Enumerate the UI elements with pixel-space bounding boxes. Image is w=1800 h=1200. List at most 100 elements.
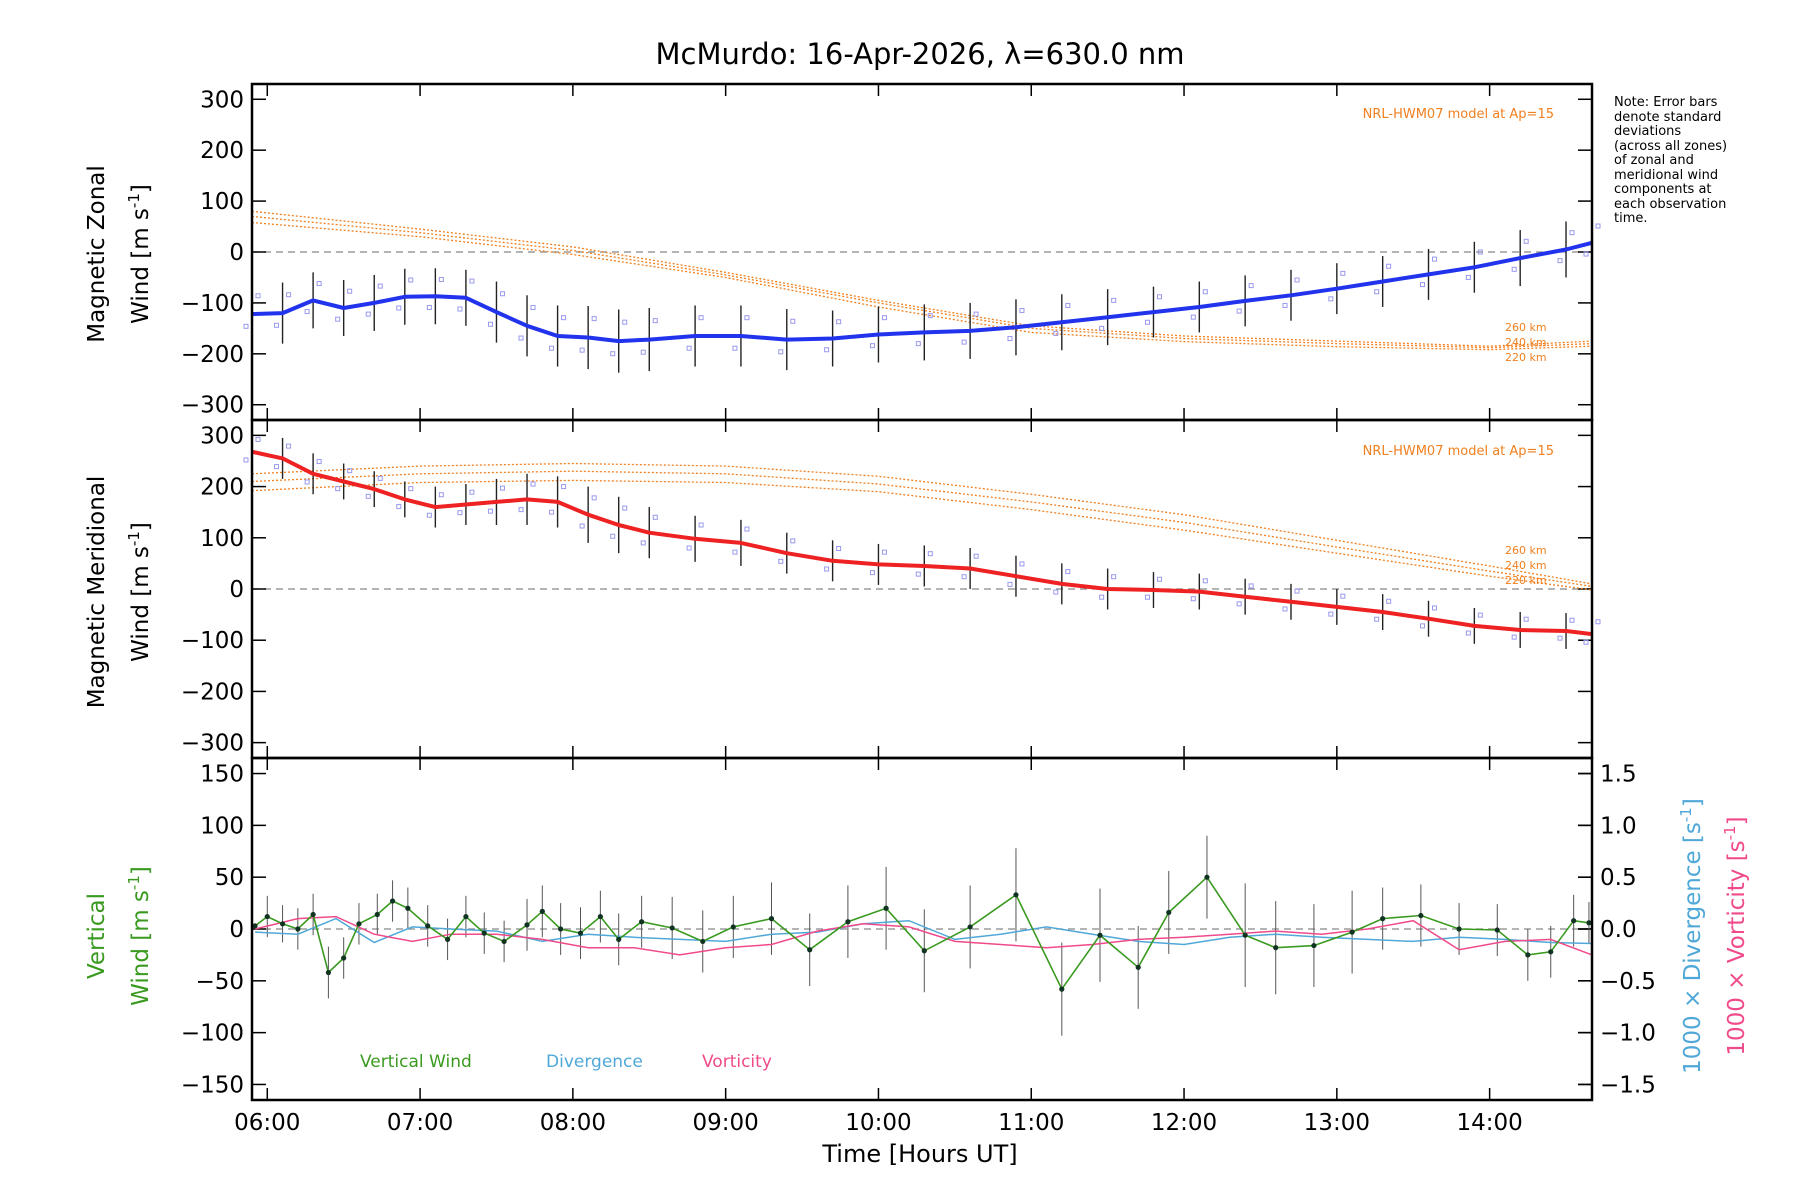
divergence-line (255, 917, 1593, 946)
meridional-zone-marker (1007, 581, 1013, 587)
meridional-zone-marker (1386, 598, 1392, 604)
meridional-zone-marker (487, 508, 493, 514)
meridional-ylabel-close: ] (128, 522, 154, 531)
divergence-ylabel-main: 1000 × Divergence [s (1680, 822, 1706, 1074)
zonal-ytick-label: −100 (181, 291, 244, 317)
meridional-wind-line (251, 449, 1593, 637)
meridional-zone-marker (579, 523, 585, 529)
zonal-zone-marker (744, 315, 750, 321)
zonal-zone-marker (255, 293, 261, 299)
vertical-wind-point (616, 936, 622, 942)
zonal-zone-marker (499, 291, 505, 297)
zonal-zone-marker (1099, 325, 1105, 331)
x-tick-label: 10:00 (845, 1110, 911, 1136)
meridional-zone-marker (347, 468, 353, 474)
vertical-wind-point (1494, 927, 1500, 933)
vertical-wind-point (341, 955, 347, 961)
meridional-ytick-label: 200 (200, 475, 244, 501)
meridional-zone-marker (744, 526, 750, 532)
vertical-wind-point (539, 908, 545, 914)
vertical-wind-point (883, 905, 889, 911)
zonal-zone-marker (610, 351, 616, 357)
zonal-zone-marker (457, 306, 463, 312)
meridional-zone-marker (1294, 588, 1300, 594)
zonal-zone-marker (869, 343, 875, 349)
zonal-zone-marker (487, 321, 493, 327)
zonal-ytick-label: 100 (200, 189, 244, 215)
vertical-frame (250, 756, 1594, 1102)
vertical-wind-point (481, 930, 487, 936)
vertical-wind-point (310, 911, 316, 918)
vertical-wind-point (1242, 932, 1248, 938)
meridional-zone-marker (365, 493, 371, 499)
zonal-zone-marker (1053, 330, 1059, 336)
zonal-model-label: NRL-HWM07 model at Ap=15 (1363, 107, 1554, 122)
zonal-ytick-label: 300 (200, 87, 244, 113)
meridional-ylabel-line1: Magnetic Meridional (84, 476, 110, 709)
vertical-wind-point (279, 921, 286, 927)
meridional-zone-marker (243, 457, 249, 463)
zonal-zone-marker (316, 281, 322, 287)
zonal-zone-marker (1595, 223, 1601, 229)
zonal-zone-marker (640, 349, 646, 355)
vertical-wind-point (807, 947, 813, 953)
vertical-wind-point (374, 911, 380, 918)
meridional-zone-marker (1374, 616, 1380, 622)
right-ytick-label: −0.5 (1600, 969, 1656, 995)
vertical-wind-point (1097, 932, 1103, 938)
meridional-zone-marker (869, 570, 875, 576)
meridional-zone-marker (1282, 606, 1288, 612)
meridional-zone-marker (518, 507, 524, 513)
zonal-zone-marker (1144, 319, 1150, 325)
vertical-wind-point (295, 926, 301, 932)
vertical-wind-point (1273, 945, 1279, 951)
vertical-panel: −150 −100 −50 0 50 100 150 −1.5 −1.0 −0.5 0.0 0.5 1.… (181, 756, 1656, 1102)
meridional-zone-marker (316, 458, 322, 464)
vertical-wind-point (444, 936, 451, 942)
zonal-zone-marker (1523, 238, 1529, 244)
vertical-wind-point (921, 948, 927, 954)
x-tick-label: 12:00 (1151, 1110, 1217, 1136)
vertical-wind-line (254, 875, 1590, 991)
legend-vertical-wind: Vertical Wind (360, 1052, 472, 1072)
vertical-wind-point (252, 923, 258, 929)
zonal-zone-marker (836, 319, 842, 325)
meridional-zone-marker (1340, 593, 1346, 599)
vertical-wind-point (639, 919, 645, 925)
zonal-zone-marker (365, 311, 371, 317)
zonal-zone-marker (824, 347, 830, 353)
vertical-wind-point (1013, 892, 1019, 898)
right-ytick-label: −1.5 (1600, 1072, 1656, 1098)
zonal-zone-marker (1248, 283, 1254, 289)
vorticity-ylabel-close: ] (1724, 816, 1750, 825)
vorticity-ylabel: 1000 × Vorticity [s-1] (1721, 816, 1750, 1055)
zonal-zone-marker (530, 304, 536, 310)
zonal-zone-marker (438, 276, 444, 282)
meridional-zone-marker (1202, 578, 1208, 584)
vertical-wind-point (845, 919, 851, 925)
meridional-zone-marker (1053, 589, 1059, 595)
meridional-zone-marker (396, 504, 402, 510)
zonal-zone-marker (1282, 302, 1288, 308)
zonal-zone-marker (335, 316, 341, 322)
zonal-zone-marker (1328, 296, 1334, 302)
zonal-zone-marker (426, 304, 432, 310)
zonal-ylabel-main: Wind [m s (128, 208, 154, 324)
meridional-model-label: NRL-HWM07 model at Ap=15 (1363, 444, 1554, 459)
zonal-zone-marker (561, 315, 567, 321)
zonal-ylabel-line1: Magnetic Zonal (84, 165, 110, 343)
vertical-ytick-label: 100 (200, 813, 244, 839)
vertical-wind-point (463, 913, 469, 920)
vertical-wind-point (1059, 986, 1065, 992)
zonal-zone-marker (622, 319, 628, 325)
zonal-model-260: 260 km (1505, 321, 1547, 334)
zonal-frame (250, 82, 1594, 422)
zonal-zone-marker (1294, 277, 1300, 283)
zonal-ytick-label: 0 (229, 240, 244, 266)
zonal-zone-marker (286, 292, 292, 298)
meridional-zone-marker (530, 481, 536, 487)
zonal-model-240km (251, 215, 1593, 349)
meridional-model-240km (251, 470, 1593, 588)
meridional-model-220km (251, 479, 1593, 591)
meridional-model-260km (251, 462, 1593, 585)
